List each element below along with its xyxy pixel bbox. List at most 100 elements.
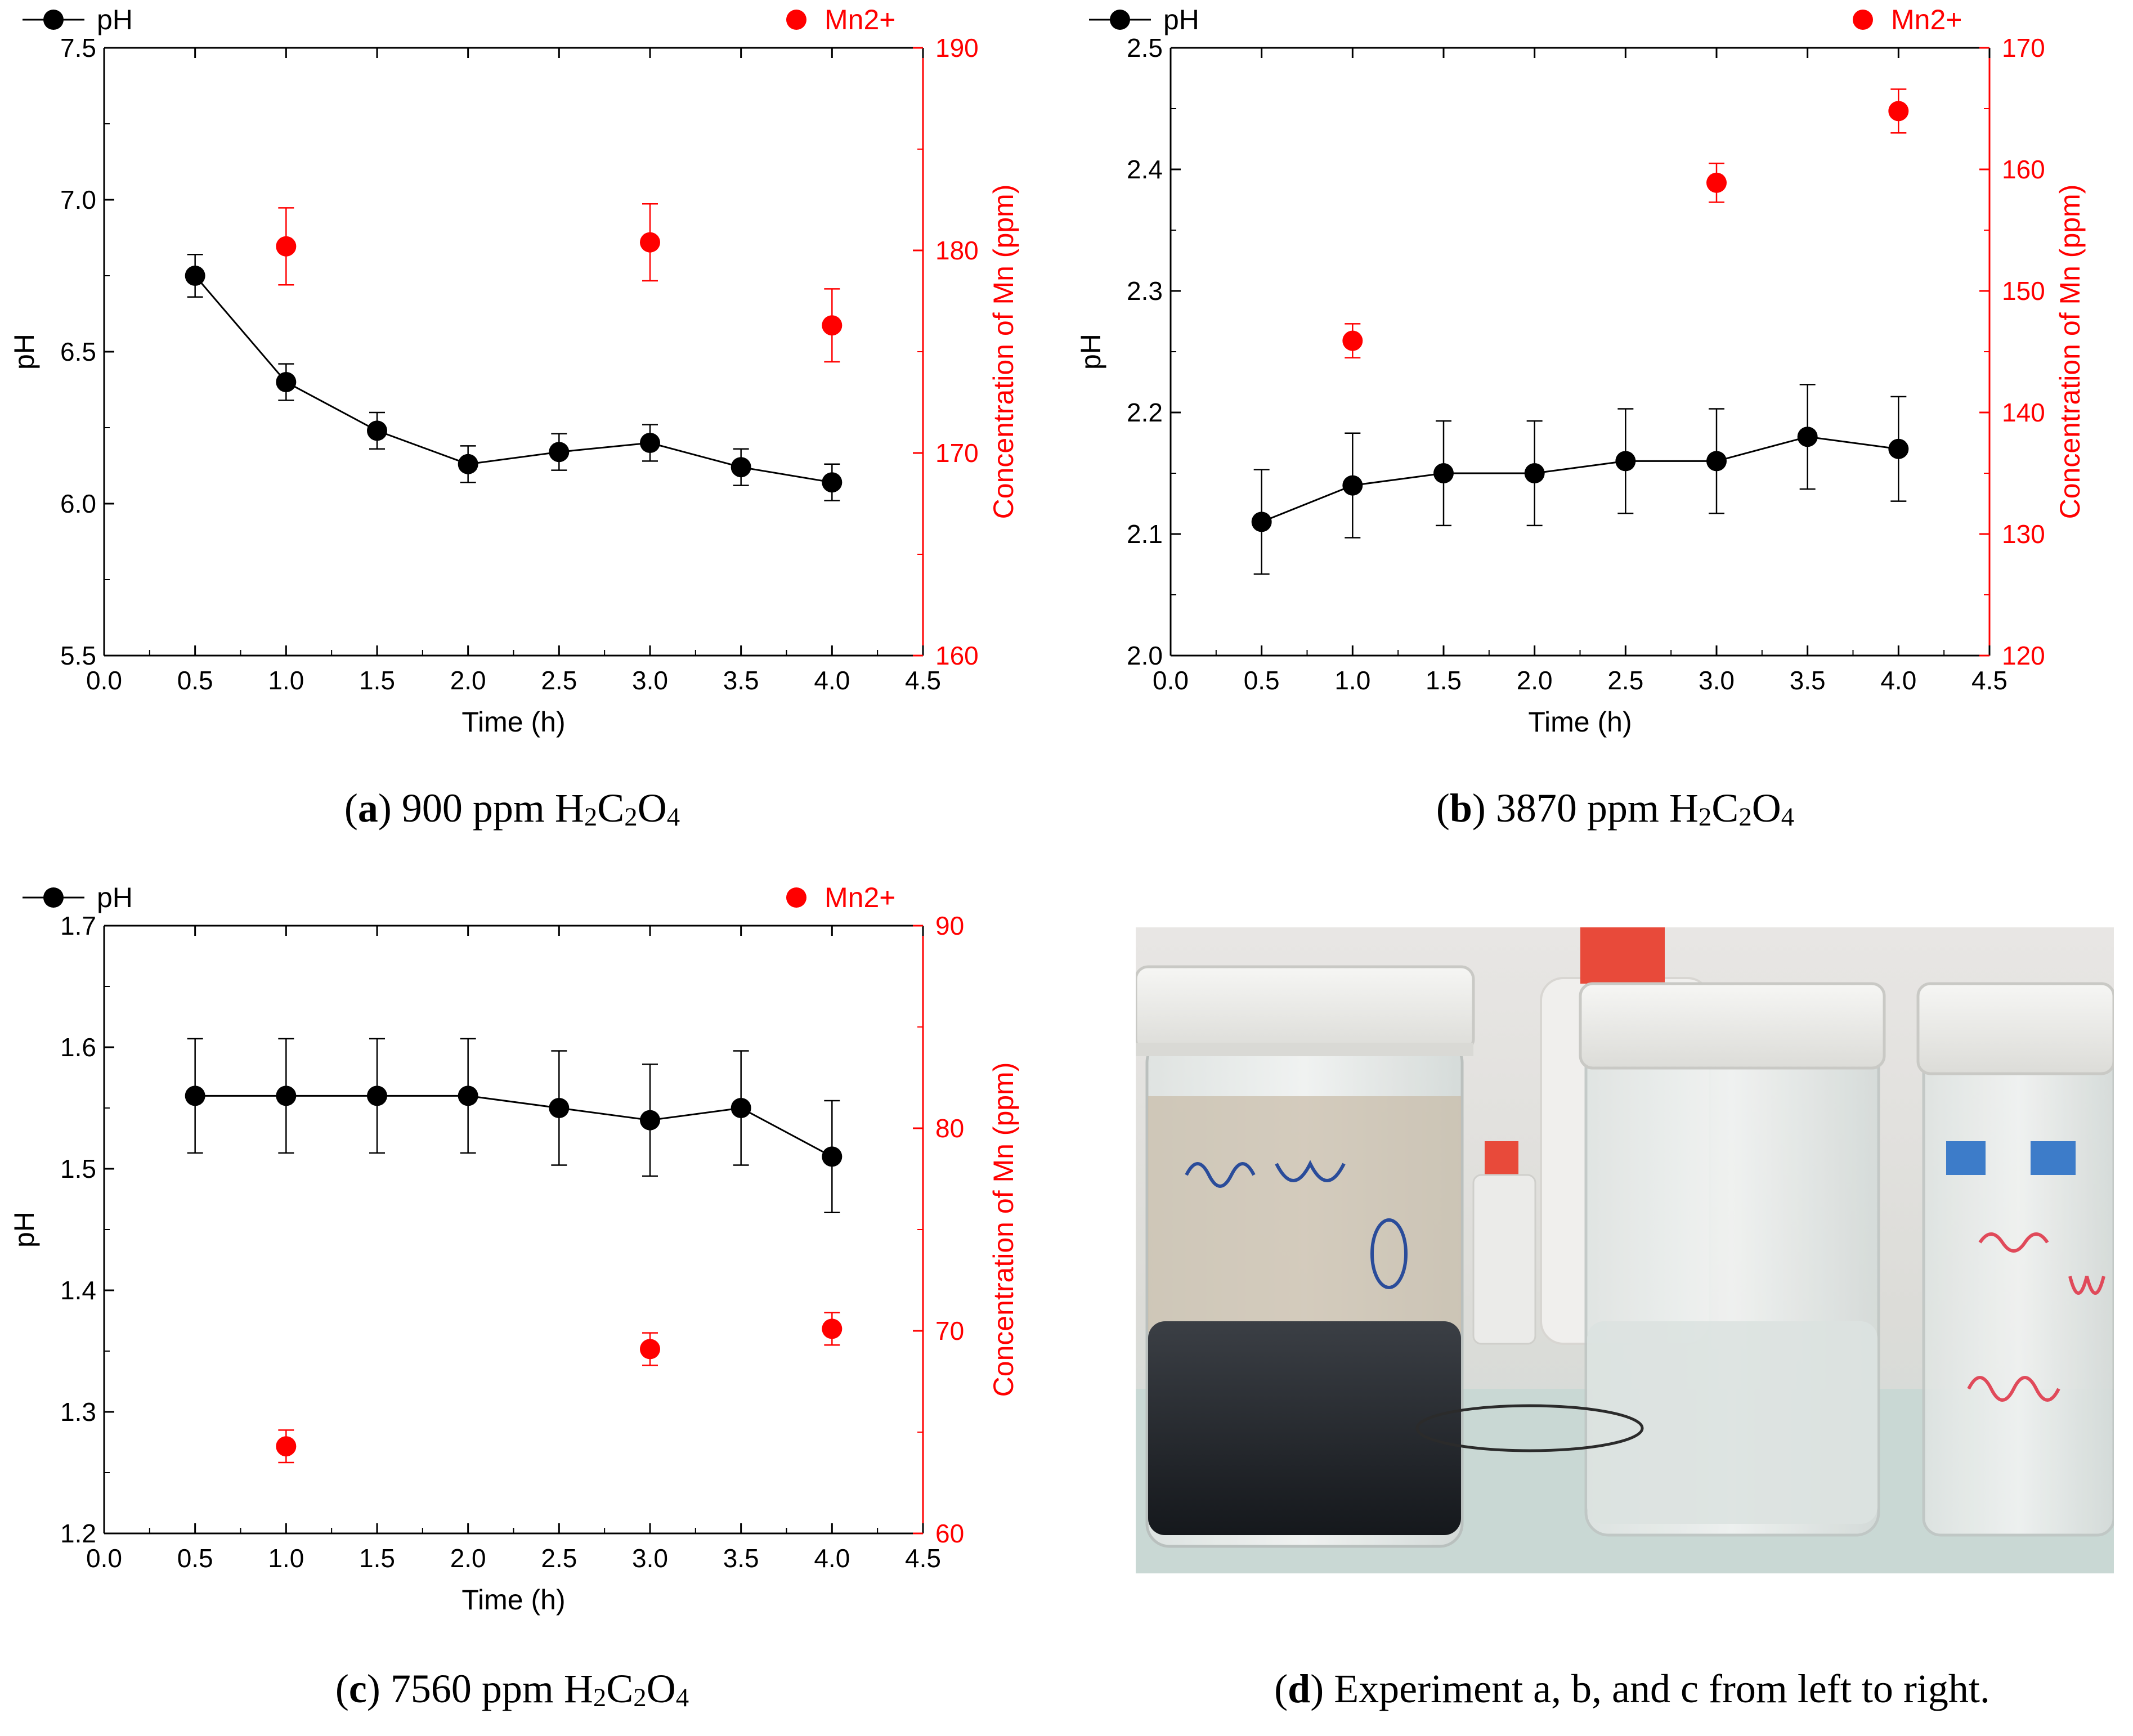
ph-data-point: [822, 472, 843, 493]
legend-ph-label: pH: [1163, 4, 1199, 35]
legend-ph-marker: [1110, 10, 1130, 30]
ph-data-point: [1706, 451, 1727, 472]
y-tick-label: 7.5: [60, 33, 96, 62]
legend-ph-label: pH: [97, 882, 133, 913]
y2-tick-label: 180: [935, 236, 979, 265]
mn-data-point: [276, 236, 297, 257]
ph-data-point: [185, 266, 205, 286]
y2-axis-label: Concentration of Mn (ppm): [988, 185, 1019, 519]
ph-data-point: [367, 420, 387, 441]
y-tick-label: 7.0: [60, 185, 96, 214]
x-tick-label: 4.0: [814, 666, 850, 695]
ph-data-point: [1342, 475, 1363, 496]
chart-a-svg: 0.0 0.5 1.0 1.5 2.0 2.5 3.0 3.5 4.0 4.5 5.5 6.0 6.5 7…: [8, 4, 1019, 738]
y-tick-label: 2.3: [1127, 276, 1163, 306]
experiment-photo: [1136, 927, 2114, 1573]
x-tick-label: 0.5: [177, 666, 213, 695]
caption-c-letter: c: [348, 1666, 367, 1711]
ph-data-point: [458, 454, 478, 474]
y-tick-label: 1.3: [60, 1397, 96, 1427]
ph-data-point: [276, 1085, 297, 1106]
mn-data-point: [1706, 172, 1727, 193]
chart-panel-c: 0.0 0.5 1.0 1.5 2.0 2.5 3.0 3.5 4.0 4.5 1.2 1.3 1.4 1…: [0, 878, 1066, 1666]
mn-data-point: [1888, 101, 1909, 122]
legend-ph-marker: [43, 10, 64, 30]
x-tick-label: 2.5: [541, 1544, 577, 1573]
mn-data-point: [640, 232, 660, 253]
x-tick-label: 3.0: [632, 666, 668, 695]
y-tick-label: 5.5: [60, 641, 96, 670]
caption-d-letter: d: [1288, 1666, 1311, 1711]
chart-c-svg: 0.0 0.5 1.0 1.5 2.0 2.5 3.0 3.5 4.0 4.5 1.2 1.3 1.4 1…: [8, 882, 1019, 1616]
y2-tick-label: 120: [2002, 641, 2045, 670]
y-tick-label: 6.5: [60, 337, 96, 366]
y2-tick-label: 90: [935, 911, 964, 940]
x-tick-label: 0.5: [177, 1544, 213, 1573]
y2-tick-label: 70: [935, 1316, 964, 1345]
caption-b-formula: H2C2O4: [1669, 786, 1795, 832]
chart-b-svg: 0.0 0.5 1.0 1.5 2.0 2.5 3.0 3.5 4.0 4.5 2.0 2.1 2.2 2…: [1075, 4, 2086, 738]
mn-data-point: [822, 1318, 843, 1339]
y2-tick-label: 190: [935, 33, 979, 62]
caption-b: (b) 3870 ppm H2C2O4: [1436, 786, 1795, 832]
y-tick-label: 6.0: [60, 489, 96, 518]
x-tick-label: 2.5: [541, 666, 577, 695]
x-tick-label: 0.0: [86, 666, 122, 695]
x-tick-label: 0.0: [1153, 666, 1189, 695]
y2-tick-label: 160: [935, 641, 979, 670]
caption-d: (d) Experiment a, b, and c from left to …: [1274, 1666, 1990, 1711]
caption-c: (c) 7560 ppm H2C2O4: [335, 1666, 689, 1713]
experiment-photo-drawing: [1136, 927, 2114, 1573]
x-tick-label: 1.0: [268, 1544, 304, 1573]
x-tick-label: 3.5: [723, 666, 759, 695]
y2-tick-label: 170: [2002, 33, 2045, 62]
ph-data-point: [549, 442, 570, 463]
y-axis-label: pH: [1075, 334, 1106, 370]
x-tick-label: 4.5: [1971, 666, 2007, 695]
ph-data-point: [458, 1085, 478, 1106]
legend-mn-marker: [1853, 10, 1873, 30]
x-tick-label: 1.5: [359, 666, 395, 695]
x-tick-label: 2.5: [1607, 666, 1643, 695]
ph-data-point: [640, 433, 660, 453]
x-tick-label: 1.5: [359, 1544, 395, 1573]
x-tick-label: 3.0: [632, 1544, 668, 1573]
ph-data-point: [640, 1110, 660, 1131]
ph-data-point: [367, 1085, 387, 1106]
x-tick-label: 0.0: [86, 1544, 122, 1573]
ph-data-point: [731, 1098, 751, 1118]
ph-data-point: [1433, 463, 1454, 483]
x-tick-label: 1.0: [1334, 666, 1370, 695]
y-tick-label: 2.1: [1127, 519, 1163, 549]
ph-data-point: [731, 457, 751, 478]
y-tick-label: 1.4: [60, 1276, 96, 1305]
ph-data-point: [549, 1098, 570, 1118]
ph-data-point: [822, 1146, 843, 1167]
caption-d-text: Experiment a, b, and c from left to righ…: [1324, 1666, 1990, 1711]
ph-series-line: [195, 1094, 833, 1158]
caption-a: (a) 900 ppm H2C2O4: [344, 786, 680, 832]
caption-b-letter: b: [1449, 786, 1472, 831]
mn-data-point: [276, 1436, 297, 1457]
legend-mn-marker: [786, 887, 806, 908]
y-axis-label: pH: [8, 1212, 40, 1248]
legend-mn-label: Mn2+: [824, 4, 895, 35]
x-tick-label: 3.0: [1699, 666, 1735, 695]
x-tick-label: 4.5: [905, 666, 941, 695]
caption-a-letter: a: [357, 786, 378, 831]
y-axis-label: pH: [8, 334, 40, 370]
y-tick-label: 2.2: [1127, 398, 1163, 427]
y2-tick-label: 170: [935, 438, 979, 468]
ph-series-line: [1261, 436, 1899, 523]
legend-ph-marker: [43, 887, 64, 908]
y2-tick-label: 150: [2002, 276, 2045, 306]
y2-axis-label: Concentration of Mn (ppm): [2054, 185, 2086, 519]
mn-data-point: [640, 1339, 660, 1360]
y-tick-label: 2.5: [1127, 33, 1163, 62]
x-axis-label: Time (h): [461, 1584, 565, 1616]
y2-tick-label: 140: [2002, 398, 2045, 427]
y-tick-label: 2.4: [1127, 155, 1163, 184]
ph-data-point: [1524, 463, 1545, 483]
ph-data-point: [1251, 512, 1272, 532]
ph-data-point: [1888, 438, 1909, 459]
